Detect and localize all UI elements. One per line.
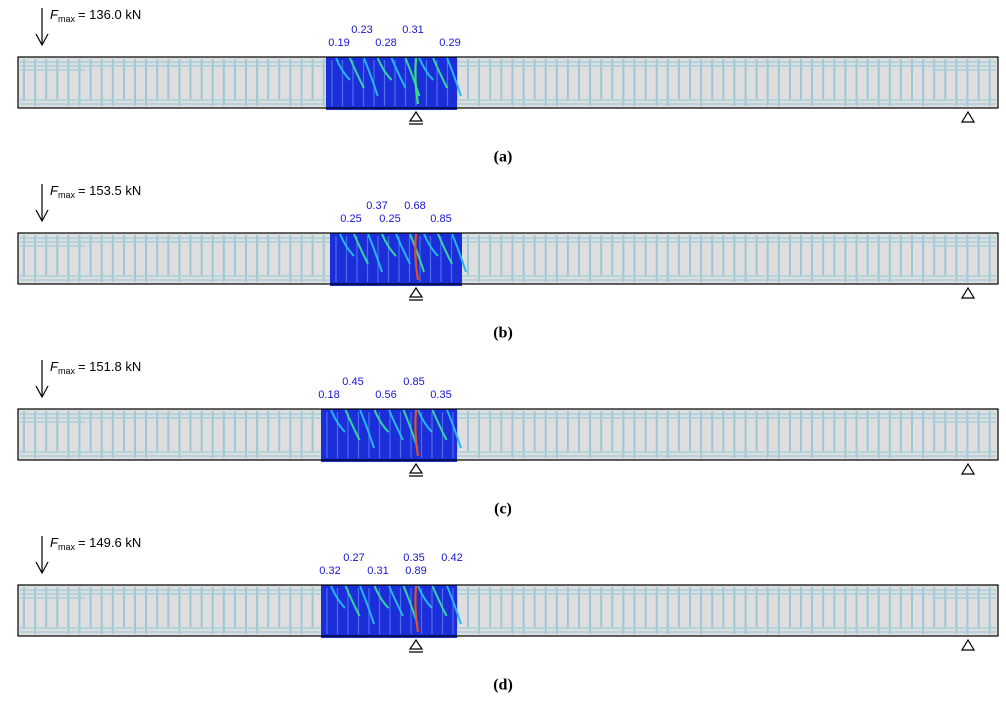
panel-caption: (a) <box>494 149 513 166</box>
crack-width-label: 0.28 <box>375 37 396 49</box>
panel: Fmax= 151.8 kN 0.45 0.85 0.18 0.56 0.35 (c) <box>18 359 998 517</box>
support <box>409 640 423 652</box>
support <box>409 288 423 300</box>
panel: Fmax= 136.0 kN 0.23 0.31 0.19 0.28 0.29 (a) <box>18 7 998 165</box>
crack-width-label: 0.85 <box>403 376 424 388</box>
crack-width-label: 0.31 <box>402 24 423 36</box>
support <box>409 112 423 124</box>
force-value: = 136.0 kN <box>78 7 141 22</box>
crack-width-label: 0.85 <box>430 213 451 225</box>
crack-width-label: 0.31 <box>367 565 388 577</box>
force-subscript: max <box>58 366 76 376</box>
crack-width-label: 0.37 <box>366 200 387 212</box>
support <box>409 464 423 476</box>
support <box>962 112 974 122</box>
crack-width-label: 0.25 <box>379 213 400 225</box>
crack-width-label: 0.35 <box>430 389 451 401</box>
crack-width-label: 0.19 <box>328 37 349 49</box>
support <box>962 640 974 650</box>
force-subscript: max <box>58 14 76 24</box>
figure: Fmax= 136.0 kN0.230.310.190.280.29(a)Fma… <box>0 0 1006 706</box>
force-label: Fmax= 153.5 kN <box>50 183 141 200</box>
crack-width-label: 0.68 <box>404 200 425 212</box>
force-value: = 149.6 kN <box>78 535 141 550</box>
crack-width-label: 0.29 <box>439 37 460 49</box>
force-label: Fmax= 149.6 kN <box>50 535 141 552</box>
crack-width-label: 0.89 <box>405 565 426 577</box>
panel: Fmax= 149.6 kN 0.27 0.35 0.42 0.32 0.31 0.89 (d… <box>18 535 998 693</box>
panel-caption: (c) <box>494 501 512 518</box>
force-label: Fmax= 136.0 kN <box>50 7 141 24</box>
crack-width-label: 0.25 <box>340 213 361 225</box>
crack-width-label: 0.35 <box>403 552 424 564</box>
crack-width-label: 0.42 <box>441 552 462 564</box>
force-subscript: max <box>58 542 76 552</box>
panel: Fmax= 153.5 kN 0.37 0.68 0.25 0.25 0.85 (b) <box>18 183 998 341</box>
support <box>962 288 974 298</box>
force-label: Fmax= 151.8 kN <box>50 359 141 376</box>
support <box>962 464 974 474</box>
crack-width-label: 0.23 <box>351 24 372 36</box>
crack-width-label: 0.45 <box>342 376 363 388</box>
damage-zone <box>330 233 462 286</box>
panel-caption: (d) <box>493 677 513 694</box>
force-value: = 153.5 kN <box>78 183 141 198</box>
force-value: = 151.8 kN <box>78 359 141 374</box>
crack-width-label: 0.56 <box>375 389 396 401</box>
crack-width-label: 0.18 <box>318 389 339 401</box>
crack-width-label: 0.27 <box>343 552 364 564</box>
crack-width-label: 0.32 <box>319 565 340 577</box>
panel-caption: (b) <box>493 325 513 342</box>
force-subscript: max <box>58 190 76 200</box>
